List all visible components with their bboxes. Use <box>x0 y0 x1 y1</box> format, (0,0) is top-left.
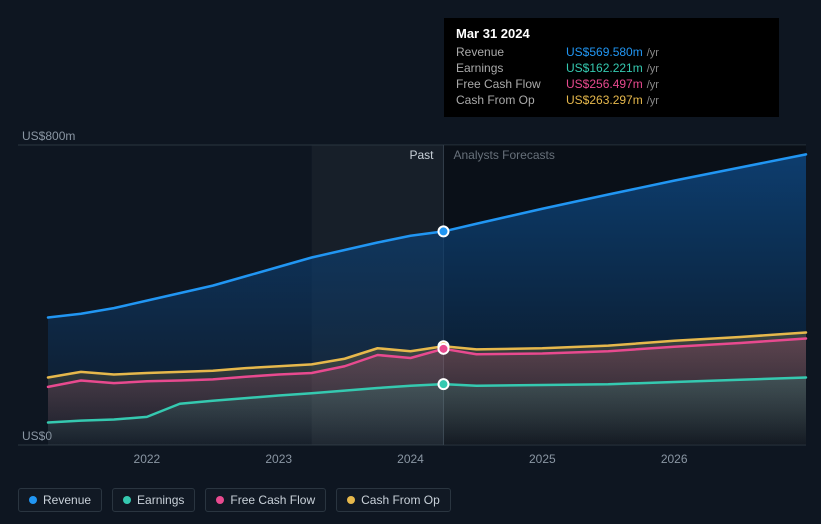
tooltip-row: RevenueUS$569.580m/yr <box>456 45 767 59</box>
svg-text:US$800m: US$800m <box>22 129 75 143</box>
legend-item-label: Cash From Op <box>361 493 440 507</box>
svg-text:2025: 2025 <box>529 452 556 466</box>
legend-dot-icon <box>123 496 131 504</box>
tooltip-row-label: Cash From Op <box>456 93 566 107</box>
chart-tooltip: Mar 31 2024 RevenueUS$569.580m/yrEarning… <box>444 18 779 117</box>
tooltip-row: Free Cash FlowUS$256.497m/yr <box>456 77 767 91</box>
legend-dot-icon <box>347 496 355 504</box>
tooltip-row-label: Free Cash Flow <box>456 77 566 91</box>
svg-text:2026: 2026 <box>661 452 688 466</box>
tooltip-row-suffix: /yr <box>647 95 659 107</box>
tooltip-row-label: Revenue <box>456 45 566 59</box>
svg-text:Past: Past <box>409 148 434 162</box>
legend-item-label: Earnings <box>137 493 184 507</box>
legend-item-label: Revenue <box>43 493 91 507</box>
tooltip-row-value: US$569.580m <box>566 45 643 59</box>
svg-text:2023: 2023 <box>265 452 292 466</box>
svg-text:2022: 2022 <box>134 452 161 466</box>
legend-dot-icon <box>29 496 37 504</box>
legend-item-free_cash_flow[interactable]: Free Cash Flow <box>205 488 326 512</box>
legend-item-revenue[interactable]: Revenue <box>18 488 102 512</box>
svg-text:2024: 2024 <box>397 452 424 466</box>
tooltip-row-suffix: /yr <box>647 63 659 75</box>
tooltip-row: EarningsUS$162.221m/yr <box>456 61 767 75</box>
chart-legend: Revenue Earnings Free Cash Flow Cash From O… <box>18 488 451 512</box>
legend-item-label: Free Cash Flow <box>230 493 315 507</box>
legend-item-earnings[interactable]: Earnings <box>112 488 195 512</box>
tooltip-row-value: US$263.297m <box>566 93 643 107</box>
tooltip-row-value: US$162.221m <box>566 61 643 75</box>
tooltip-row: Cash From OpUS$263.297m/yr <box>456 93 767 107</box>
chart-container: US$0US$800mPastAnalysts Forecasts2022202… <box>0 0 821 524</box>
tooltip-date: Mar 31 2024 <box>456 26 767 41</box>
legend-dot-icon <box>216 496 224 504</box>
tooltip-row-label: Earnings <box>456 61 566 75</box>
tooltip-row-suffix: /yr <box>647 79 659 91</box>
svg-text:US$0: US$0 <box>22 429 52 443</box>
legend-item-cash_from_op[interactable]: Cash From Op <box>336 488 451 512</box>
tooltip-row-suffix: /yr <box>647 47 659 59</box>
tooltip-row-value: US$256.497m <box>566 77 643 91</box>
